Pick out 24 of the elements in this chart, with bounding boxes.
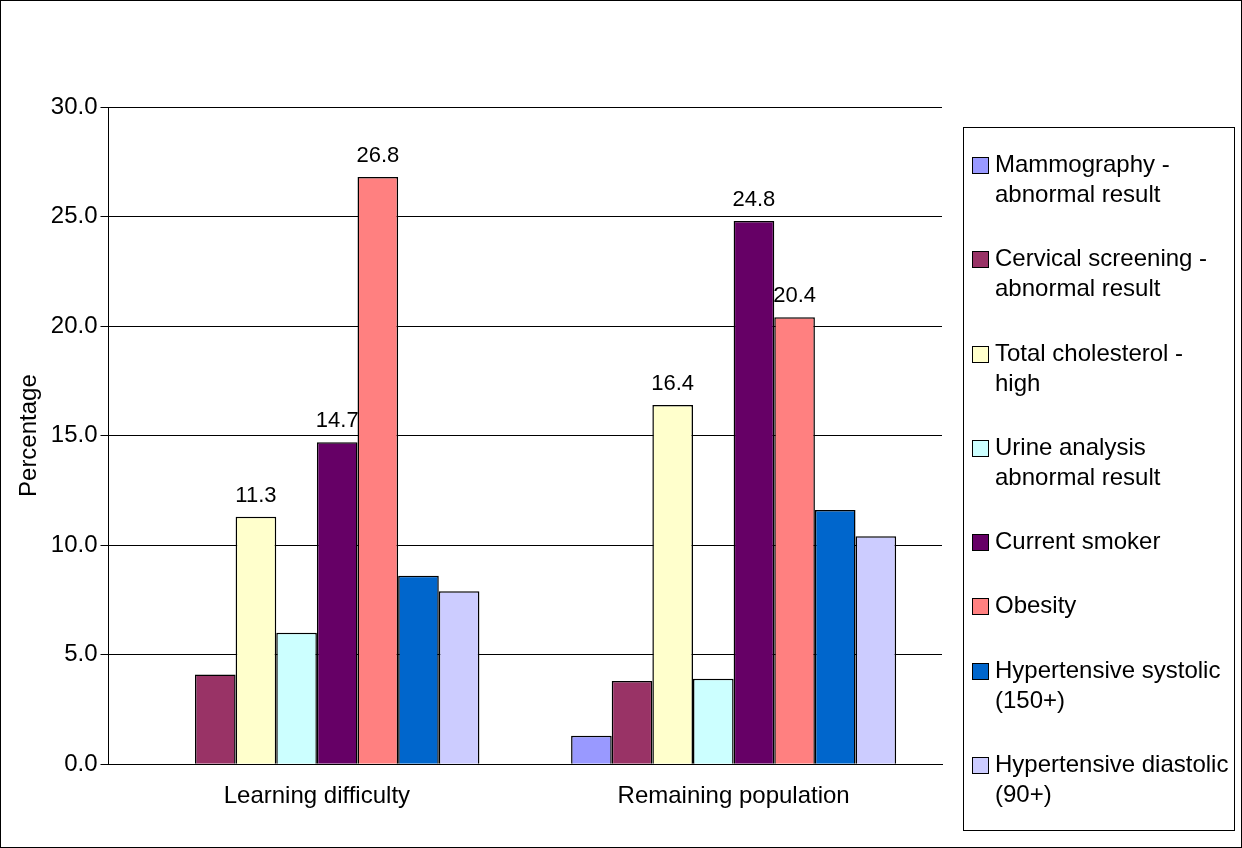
y-tick-label: 10.0 [50,529,98,557]
legend-label: Hypertensive systolic (150+) [995,654,1222,715]
y-axis-title: Percentage [14,374,42,497]
data-label: 24.8 [732,185,776,211]
legend-label: Current smoker [995,526,1161,557]
y-tick-label: 25.0 [50,201,98,229]
legend-label: Urine analysis abnormal result [995,431,1162,492]
y-tick-label: 20.0 [50,310,98,338]
legend-label: Cervical screening - abnormal result [995,243,1209,304]
legend-label: Mammography - abnormal result [995,149,1171,210]
y-tick-label: 30.0 [50,91,98,119]
legend-label: Total cholesterol - high [995,337,1185,398]
data-label: 14.7 [315,407,359,433]
legend-label: Hypertensive diastolic (90+) [995,748,1230,809]
x-tick-label: Remaining population [617,781,850,809]
y-tick-label: 0.0 [64,748,98,776]
legend-label: Obesity [995,590,1077,621]
data-label: 26.8 [356,142,400,168]
y-tick-label: 5.0 [64,639,98,667]
x-tick-label: Learning difficulty [223,781,411,809]
data-label: 11.3 [235,481,277,507]
data-label: 20.4 [773,282,816,308]
y-tick-label: 15.0 [50,420,98,448]
data-label: 16.4 [651,369,695,395]
